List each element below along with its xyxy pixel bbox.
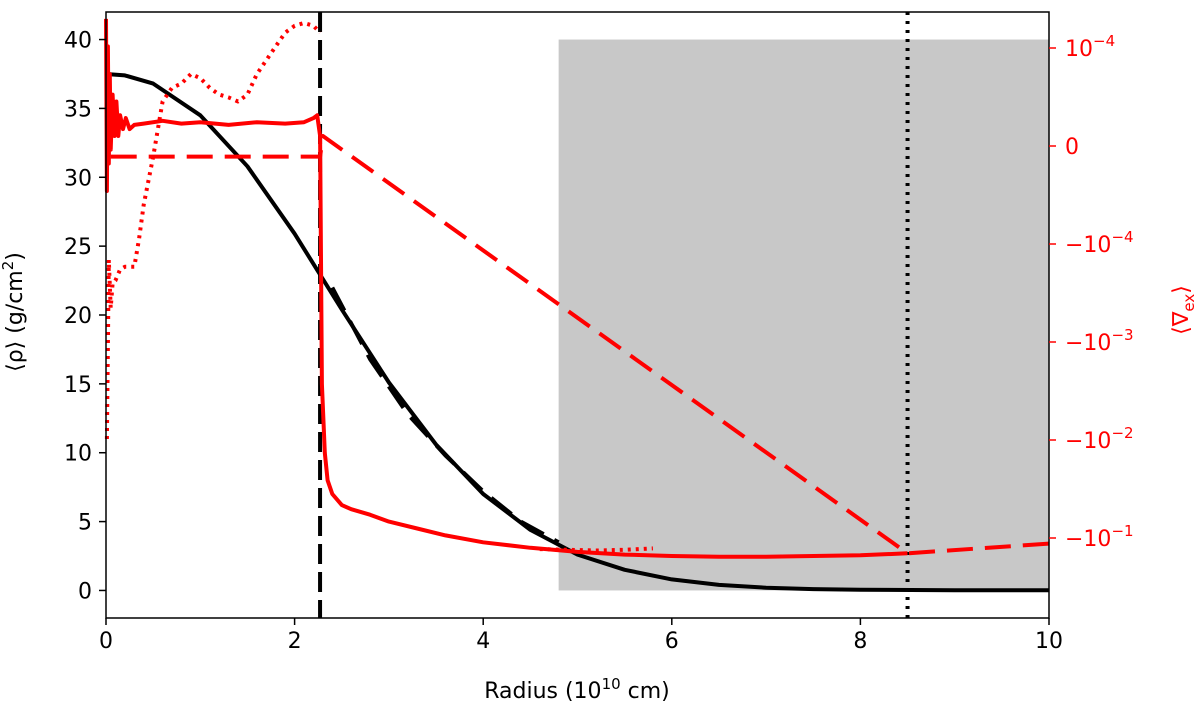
- y-right-tick-label: 0: [1065, 135, 1079, 160]
- y-left-axis-label: ⟨ρ⟩ (g/cm2): [0, 252, 28, 372]
- y-left-tick-label: 30: [64, 166, 92, 191]
- x-tick-label: 10: [1035, 629, 1063, 654]
- y-right-tick-label: −10−3: [1065, 326, 1134, 356]
- x-axis-label: Radius (1010 cm): [484, 675, 670, 704]
- y-left-tick-label: 20: [64, 304, 92, 329]
- x-tick-label: 2: [288, 629, 302, 654]
- series-line-1-dashed: [330, 286, 560, 545]
- x-tick-label: 8: [853, 629, 867, 654]
- y-left-tick-label: 15: [64, 373, 92, 398]
- shaded-region: [558, 39, 1049, 591]
- y-left-tick-label: 5: [78, 511, 92, 536]
- y-right-tick-label: −10−4: [1065, 228, 1134, 258]
- y-right-tick-label: −10−2: [1065, 424, 1134, 454]
- y-left-tick-label: 25: [64, 235, 92, 260]
- x-tick-label: 0: [99, 629, 113, 654]
- x-tick-label: 4: [476, 629, 490, 654]
- background-layer: [318, 12, 1049, 618]
- series-line-2-solid: [104, 18, 908, 559]
- y-right-axis-label: ⟨∇ex⟩: [1169, 285, 1198, 335]
- series-line-3-dashed: [110, 134, 1050, 556]
- series-layer: [104, 18, 1050, 593]
- y-left-tick-label: 10: [64, 442, 92, 467]
- y-right-tick-label: 10−4: [1065, 32, 1115, 62]
- y-right-tick-label: −10−1: [1065, 522, 1134, 552]
- y-left-tick-label: 40: [64, 29, 92, 54]
- tick-layer: 0 2 4 6 8 10 0 5 10 15 20 25 30 35 40 10−4 0 −10−4 −10−3 −1…: [64, 29, 1134, 654]
- x-tick-label: 6: [665, 629, 679, 654]
- y-left-tick-label: 35: [64, 97, 92, 122]
- series-line-5-dotted: [539, 546, 653, 553]
- series-line-4-dotted: [104, 21, 322, 440]
- y-left-tick-label: 0: [78, 579, 92, 604]
